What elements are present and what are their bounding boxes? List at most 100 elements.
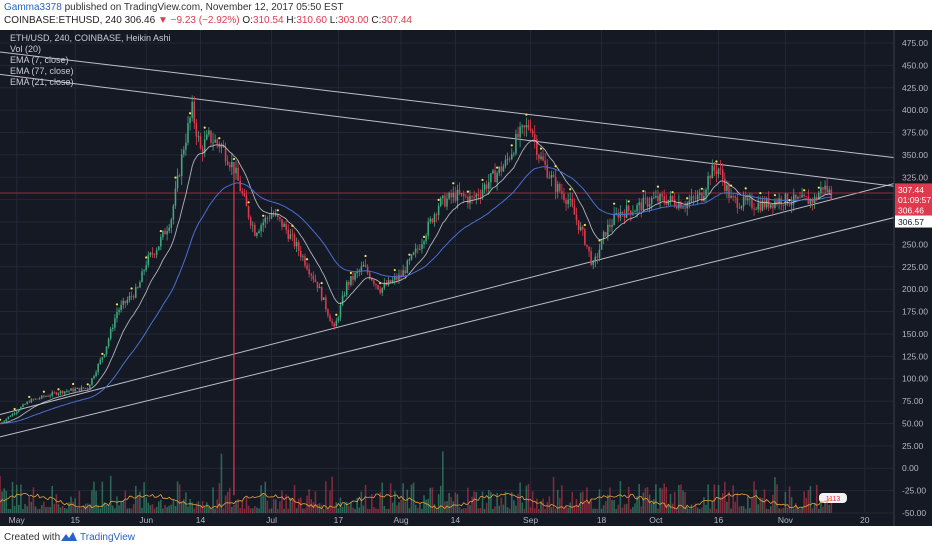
legend-vol[interactable]: Vol (20) xyxy=(10,44,42,54)
volume-bar xyxy=(109,475,112,513)
volume-bar xyxy=(772,495,774,513)
volume-bar xyxy=(531,491,534,513)
candle-body xyxy=(210,130,212,143)
candle-body xyxy=(228,164,231,168)
candle-body xyxy=(285,223,287,230)
candle-body xyxy=(258,231,260,234)
signal-dot xyxy=(247,201,250,204)
candle-body xyxy=(333,323,335,327)
volume-bar xyxy=(650,503,653,513)
candle-body xyxy=(705,189,707,196)
candle-body xyxy=(648,203,651,207)
candle-body xyxy=(753,208,755,210)
candle-body xyxy=(659,194,661,202)
legend-ema77[interactable]: EMA (77, close) xyxy=(10,66,74,76)
tradingview-link[interactable]: TradingView xyxy=(80,532,136,543)
volume-bar xyxy=(289,497,292,513)
candle-body xyxy=(475,194,478,198)
y-tick-label: 425.00 xyxy=(902,83,928,93)
countdown-tag: 01:09:57 xyxy=(898,195,931,205)
candle-body xyxy=(726,185,728,191)
volume-bar xyxy=(471,496,473,513)
candle-body xyxy=(521,125,523,127)
volume-bar xyxy=(112,505,114,513)
candle-body xyxy=(220,144,223,148)
volume-bar xyxy=(780,508,782,513)
volume-bar xyxy=(786,507,789,513)
candle-body xyxy=(795,194,797,199)
volume-bar xyxy=(439,485,442,513)
candle-body xyxy=(523,125,526,128)
candle-body xyxy=(283,223,285,227)
candle-body xyxy=(738,207,741,209)
volume-bar xyxy=(630,508,632,513)
volume-bar xyxy=(636,496,638,513)
volume-bar xyxy=(565,505,567,513)
x-tick-label: 18 xyxy=(597,515,607,525)
candle-body xyxy=(239,180,241,192)
candle-body xyxy=(343,295,346,296)
price-tag-ema-bg xyxy=(895,215,932,228)
candle-body xyxy=(701,192,703,201)
signal-dot xyxy=(671,191,674,194)
volume-bar xyxy=(180,501,183,513)
candle-body xyxy=(274,214,277,216)
legend-main[interactable]: ETH/USD, 240, COINBASE, Heikin Ashi xyxy=(10,33,171,43)
candle-body xyxy=(663,196,666,202)
candle-body xyxy=(588,246,590,252)
candle-body xyxy=(671,195,674,200)
volume-bar xyxy=(193,508,196,513)
signal-dot xyxy=(393,268,396,272)
candle-body xyxy=(709,176,711,179)
candle-body xyxy=(715,170,718,175)
candle-body xyxy=(427,221,429,236)
volume-bar xyxy=(314,491,317,513)
y-tick-label: 350.00 xyxy=(902,150,928,160)
candle-body xyxy=(402,270,404,277)
candle-body xyxy=(350,276,352,285)
chart-area[interactable]: 1113 475.00 450.00 425.00 400.00 375.00 350.0… xyxy=(0,30,932,526)
candle-body xyxy=(625,205,628,218)
volume-bar xyxy=(719,497,722,513)
candle-body xyxy=(454,192,457,201)
candle-body xyxy=(356,271,358,274)
author-link[interactable]: Gamma3378 xyxy=(4,2,62,13)
volume-bar xyxy=(191,502,193,513)
volume-bar xyxy=(128,508,131,513)
candle-body xyxy=(696,194,699,199)
candle-body xyxy=(513,153,515,155)
volume-bar xyxy=(59,507,62,513)
price-chart[interactable]: 1113 475.00 450.00 425.00 400.00 375.00 350.0… xyxy=(0,30,932,526)
candle-body xyxy=(22,404,24,407)
candle-body xyxy=(728,185,730,198)
candle-body xyxy=(287,229,290,239)
volume-bar xyxy=(648,494,651,513)
legend-ema21[interactable]: EMA (21, close) xyxy=(10,77,74,87)
volume-bar xyxy=(396,505,398,513)
volume-bar xyxy=(218,483,221,513)
candle-body xyxy=(780,198,782,205)
signal-dot xyxy=(379,282,382,285)
volume-badge-text: 1113 xyxy=(826,496,841,503)
volume-bar xyxy=(389,483,392,513)
volume-bar xyxy=(216,499,219,513)
volume-bar xyxy=(9,508,12,513)
volume-bar xyxy=(452,501,455,513)
volume-bar xyxy=(47,506,49,513)
volume-bar xyxy=(333,507,335,513)
volume-bar xyxy=(523,508,526,513)
candle-body xyxy=(494,170,496,183)
volume-bar xyxy=(151,504,154,513)
volume-bar xyxy=(726,501,728,513)
x-tick-label: 17 xyxy=(334,515,344,525)
candle-body xyxy=(348,281,350,285)
candle-body xyxy=(297,242,300,251)
volume-bar xyxy=(245,497,248,513)
legend-ema7[interactable]: EMA (7, close) xyxy=(10,55,69,65)
signal-dot xyxy=(72,382,75,386)
candle-body xyxy=(548,177,551,179)
volume-bar xyxy=(249,508,252,513)
candle-body xyxy=(565,200,567,204)
signal-dot xyxy=(788,199,791,202)
volume-bar xyxy=(398,502,400,513)
